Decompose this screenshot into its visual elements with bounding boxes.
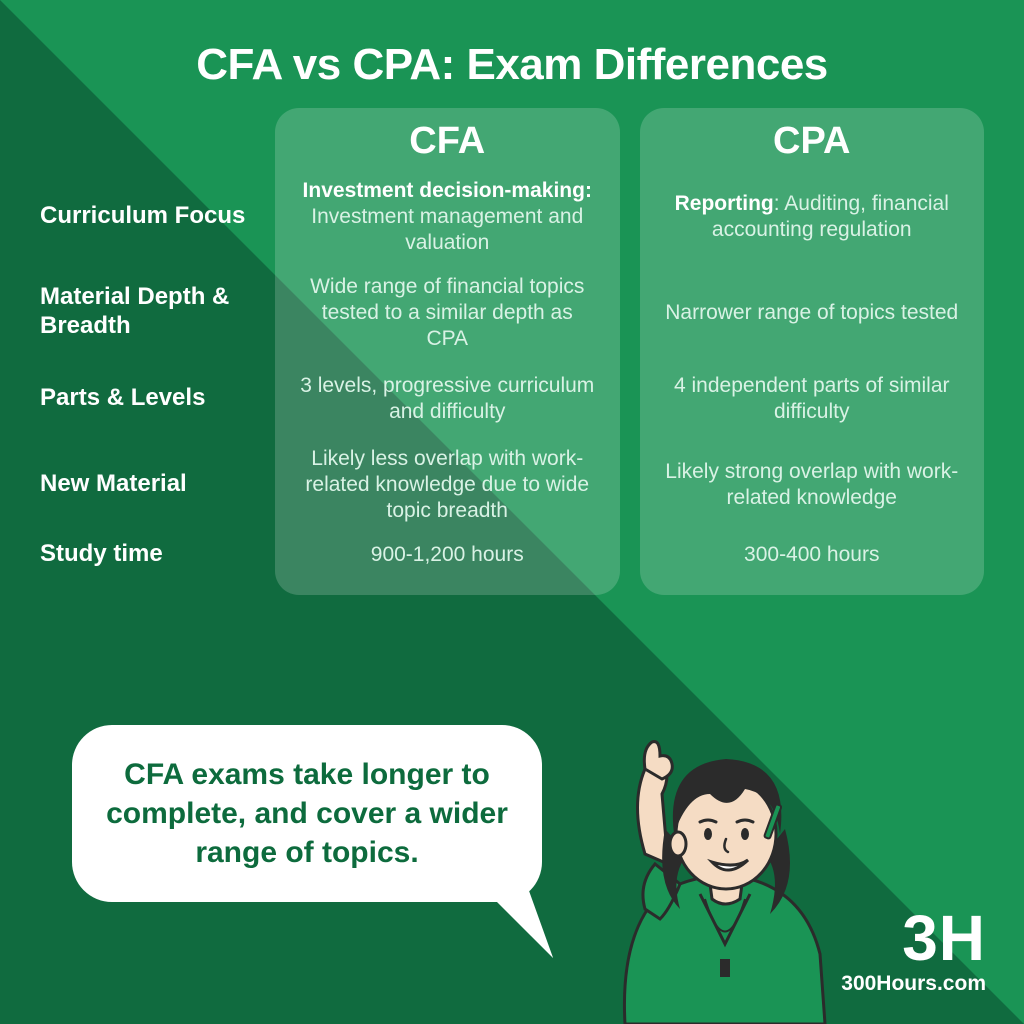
- row-label-focus: Curriculum Focus: [40, 168, 255, 264]
- cfa-newmat-cell: Likely less overlap with work-related kn…: [297, 437, 598, 533]
- cpa-focus-lead: Reporting: [675, 192, 774, 215]
- row-label-parts: Parts & Levels: [40, 360, 255, 436]
- cfa-focus-lead: Investment decision-making:: [303, 179, 592, 202]
- row-label-newmat: New Material: [40, 436, 255, 532]
- cpa-header: CPA: [662, 120, 963, 163]
- cpa-study-cell: 300-400 hours: [662, 533, 963, 577]
- character-illustration: [570, 734, 870, 1024]
- row-label-depth: Material Depth & Breadth: [40, 264, 255, 360]
- speech-bubble-text: CFA exams take longer to complete, and c…: [106, 755, 508, 872]
- logo-text: 3H: [841, 906, 986, 970]
- logo-subtext: 300Hours.com: [841, 972, 986, 996]
- cpa-parts-cell: 4 independent parts of similar difficult…: [662, 361, 963, 437]
- cpa-depth-cell: Narrower range of topics tested: [662, 265, 963, 361]
- page-title: CFA vs CPA: Exam Differences: [40, 40, 984, 90]
- row-label-study: Study time: [40, 532, 255, 576]
- comparison-table: Curriculum Focus Material Depth & Breadt…: [40, 108, 984, 595]
- cfa-focus-cell: Investment decision-making: Investment m…: [297, 169, 598, 265]
- logo: 3H 300Hours.com: [841, 906, 986, 996]
- cfa-column: CFA Investment decision-making: Investme…: [275, 108, 620, 595]
- cfa-depth-cell: Wide range of financial topics tested to…: [297, 265, 598, 361]
- cfa-parts-cell: 3 levels, progressive curriculum and dif…: [297, 361, 598, 437]
- row-labels-column: Curriculum Focus Material Depth & Breadt…: [40, 108, 255, 576]
- cfa-focus-rest: Investment management and valuation: [311, 205, 583, 254]
- cfa-header: CFA: [297, 120, 598, 163]
- cpa-focus-cell: Reporting: Auditing, financial accountin…: [662, 169, 963, 265]
- cfa-study-cell: 900-1,200 hours: [297, 533, 598, 577]
- character-body: [624, 742, 825, 1024]
- cpa-newmat-cell: Likely strong overlap with work-related …: [662, 437, 963, 533]
- cpa-column: CPA Reporting: Auditing, financial accou…: [640, 108, 985, 595]
